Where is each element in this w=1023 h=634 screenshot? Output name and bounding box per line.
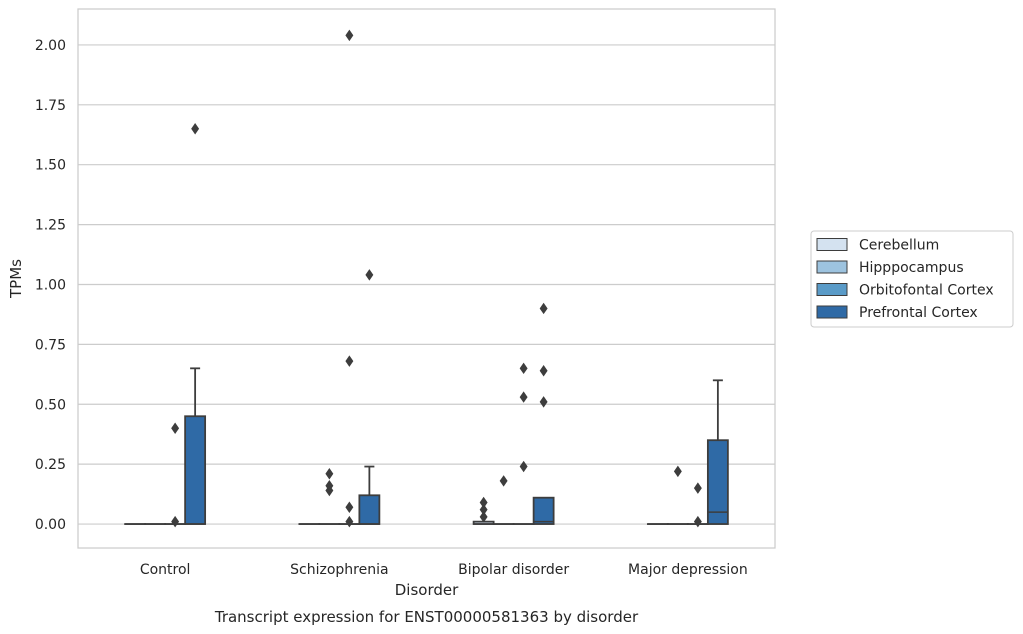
outlier-point xyxy=(479,496,488,509)
x-tick-label: Schizophrenia xyxy=(290,562,388,578)
gridlines xyxy=(78,44,775,525)
plot-frame xyxy=(77,8,776,549)
box-3-1 xyxy=(666,465,689,525)
outlier-point xyxy=(693,482,702,494)
y-tick-label: 0.25 xyxy=(35,457,66,473)
x-tick-label: Control xyxy=(140,562,191,578)
outlier-point xyxy=(345,355,354,367)
legend: Cerebellum Hipppocampus Orbitofontal Corte… xyxy=(810,230,1014,328)
legend-swatch xyxy=(816,305,848,319)
outlier-point xyxy=(519,391,528,403)
outlier-point xyxy=(365,269,374,281)
box-1-3 xyxy=(358,269,381,525)
outlier-point xyxy=(345,29,354,42)
legend-item: Prefrontal Cortex xyxy=(816,305,978,321)
box-body xyxy=(532,496,555,525)
legend-swatch xyxy=(816,260,848,274)
y-tick-label: 1.75 xyxy=(35,98,66,114)
outlier-point xyxy=(519,460,528,473)
outlier-point xyxy=(539,365,548,377)
outlier-point xyxy=(539,396,548,408)
legend-label: Cerebellum xyxy=(859,238,939,254)
box-3-3 xyxy=(706,379,729,525)
box-2-2 xyxy=(512,362,535,525)
y-axis-label: TPMs xyxy=(7,259,25,299)
chart-caption: Transcript expression for ENST0000058136… xyxy=(214,608,639,626)
y-tick-label: 1.50 xyxy=(35,158,66,174)
legend-item: Hipppocampus xyxy=(816,260,964,276)
box-2-3 xyxy=(532,302,555,525)
outlier-point xyxy=(673,465,682,478)
box-3-2 xyxy=(686,482,709,528)
x-tick-labels: Control Schizophrenia Bipolar disorder Majo… xyxy=(140,562,748,578)
outlier-point xyxy=(345,515,354,528)
y-tick-label: 1.25 xyxy=(35,218,66,234)
y-tick-label: 0.75 xyxy=(35,337,66,353)
y-tick-labels: 0.00 0.25 0.50 0.75 1.00 1.25 1.50 1.75 2.00 xyxy=(35,38,66,533)
box-0-3 xyxy=(184,123,207,525)
y-tick-label: 2.00 xyxy=(35,38,66,54)
legend-label: Hipppocampus xyxy=(859,260,964,276)
legend-item: Orbitofontal Cortex xyxy=(816,283,994,299)
box-2-0 xyxy=(472,496,495,525)
outlier-point xyxy=(479,503,488,516)
outlier-point xyxy=(325,468,334,480)
legend-swatch xyxy=(816,238,848,251)
outlier-point xyxy=(539,302,548,315)
box-1-1 xyxy=(318,468,341,525)
box-2-1 xyxy=(492,475,515,525)
legend-swatch xyxy=(816,283,848,296)
box-groups xyxy=(124,29,729,528)
outlier-point xyxy=(519,362,528,375)
outlier-point xyxy=(499,475,508,487)
outlier-point xyxy=(345,501,354,514)
box-body xyxy=(358,494,381,525)
outlier-point xyxy=(191,123,200,135)
legend-label: Prefrontal Cortex xyxy=(859,305,978,321)
box-0-2 xyxy=(164,422,187,528)
legend-label: Orbitofontal Cortex xyxy=(859,283,994,299)
y-tick-label: 0.00 xyxy=(35,517,66,533)
outlier-point xyxy=(171,515,180,528)
outlier-point xyxy=(171,422,180,434)
x-axis-label: Disorder xyxy=(395,581,459,599)
x-tick-label: Major depression xyxy=(628,562,748,578)
legend-frame xyxy=(810,230,1014,328)
x-tick-label: Bipolar disorder xyxy=(458,562,569,578)
outlier-point xyxy=(479,511,488,523)
y-tick-label: 1.00 xyxy=(35,277,66,293)
box-body xyxy=(706,439,729,525)
outlier-point xyxy=(693,515,702,528)
outlier-point xyxy=(325,479,334,492)
box-body xyxy=(184,415,207,525)
y-tick-label: 0.50 xyxy=(35,397,66,413)
legend-item: Cerebellum xyxy=(816,238,939,254)
box-1-2 xyxy=(338,29,361,528)
